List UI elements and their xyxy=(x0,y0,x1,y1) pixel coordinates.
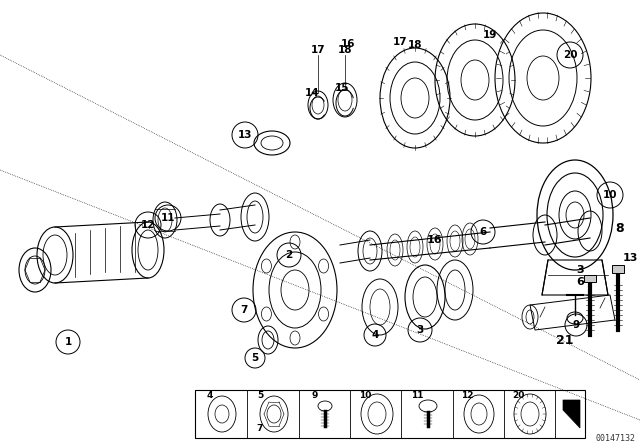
Text: 10: 10 xyxy=(603,190,617,200)
Text: 18: 18 xyxy=(338,45,352,55)
Polygon shape xyxy=(563,400,580,428)
Text: 12: 12 xyxy=(141,220,156,230)
Text: 9: 9 xyxy=(572,320,580,330)
Text: 15: 15 xyxy=(335,83,349,93)
Text: 7: 7 xyxy=(257,423,263,432)
Text: 11: 11 xyxy=(161,213,175,223)
Text: 00147132: 00147132 xyxy=(595,434,635,443)
Text: 13: 13 xyxy=(622,253,637,263)
Text: 12: 12 xyxy=(461,392,473,401)
Text: 16: 16 xyxy=(340,39,355,49)
Text: 14: 14 xyxy=(305,88,319,98)
Text: 13: 13 xyxy=(237,130,252,140)
Text: 10: 10 xyxy=(359,392,371,401)
Text: 20: 20 xyxy=(563,50,577,60)
Text: 3: 3 xyxy=(576,265,584,275)
Text: 19: 19 xyxy=(483,30,497,40)
Text: 17: 17 xyxy=(393,37,407,47)
Text: 1: 1 xyxy=(65,337,72,347)
Text: 2: 2 xyxy=(285,250,292,260)
Text: 4: 4 xyxy=(207,392,213,401)
Text: 20: 20 xyxy=(512,392,524,401)
Bar xyxy=(195,390,585,438)
Polygon shape xyxy=(612,265,624,273)
Text: 4: 4 xyxy=(371,330,379,340)
Polygon shape xyxy=(584,275,596,282)
Text: 11: 11 xyxy=(411,392,423,401)
Text: 16: 16 xyxy=(427,235,443,245)
Text: 17: 17 xyxy=(310,45,325,55)
Text: 8: 8 xyxy=(616,221,624,234)
Text: 6: 6 xyxy=(576,277,584,287)
Text: 5: 5 xyxy=(252,353,259,363)
Text: 9: 9 xyxy=(312,392,318,401)
Text: 18: 18 xyxy=(408,40,422,50)
Text: 21: 21 xyxy=(556,333,573,346)
Text: 3: 3 xyxy=(417,325,424,335)
Text: 5: 5 xyxy=(257,392,263,401)
Text: 7: 7 xyxy=(240,305,248,315)
Text: 6: 6 xyxy=(479,227,486,237)
